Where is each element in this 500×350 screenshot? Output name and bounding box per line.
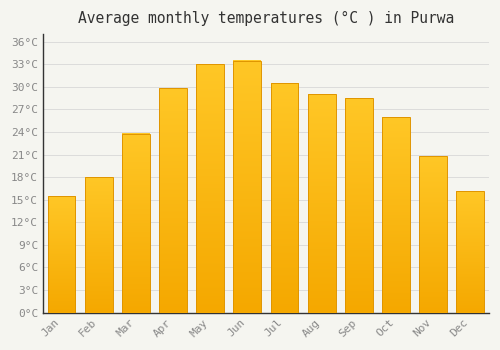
Bar: [419, 156, 447, 313]
Bar: [122, 134, 150, 313]
Bar: [270, 83, 298, 313]
Bar: [159, 89, 187, 313]
Bar: [345, 98, 373, 313]
Bar: [196, 64, 224, 313]
Bar: [382, 117, 410, 313]
Bar: [48, 196, 76, 313]
Bar: [234, 61, 262, 313]
Bar: [456, 191, 484, 313]
Title: Average monthly temperatures (°C ) in Purwa: Average monthly temperatures (°C ) in Pu…: [78, 11, 454, 26]
Bar: [85, 177, 112, 313]
Bar: [308, 94, 336, 313]
